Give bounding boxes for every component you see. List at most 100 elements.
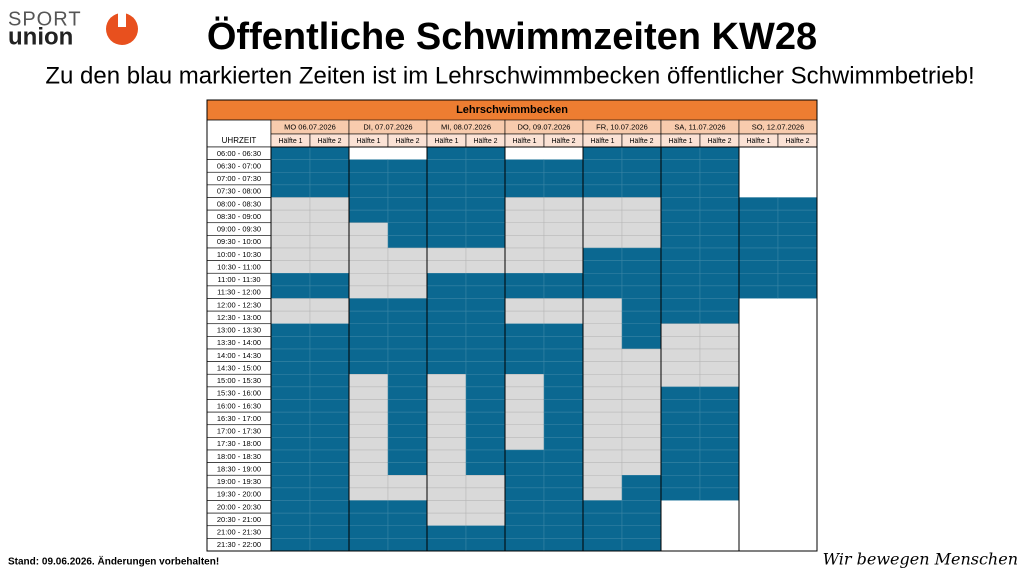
time-label: 13:00 - 13:30 <box>217 326 261 335</box>
slot-cell <box>699 222 740 236</box>
slot-cell <box>465 399 506 413</box>
slot-cell <box>426 184 467 198</box>
slot-cell <box>348 197 389 211</box>
half-header: Hälfte 2 <box>629 138 653 145</box>
slot-cell <box>387 209 428 223</box>
slot-cell <box>348 437 389 451</box>
slot-cell <box>660 424 701 438</box>
slot-cell <box>426 235 467 249</box>
slot-cell <box>309 449 350 463</box>
slot-cell <box>309 525 350 539</box>
slot-cell <box>348 424 389 438</box>
slot-cell <box>543 361 584 375</box>
slot-cell <box>309 437 350 451</box>
slot-cell <box>387 525 428 539</box>
slot-cell <box>309 235 350 249</box>
day-header: FR, 10.07.2026 <box>596 122 648 131</box>
slot-cell <box>777 197 818 211</box>
slot-cell <box>309 475 350 489</box>
time-label: 06:30 - 07:00 <box>217 161 261 170</box>
slot-cell <box>543 235 584 249</box>
slot-cell <box>699 411 740 425</box>
slot-cell <box>387 323 428 337</box>
slot-cell <box>348 222 389 236</box>
slot-cell <box>270 399 311 413</box>
slot-cell <box>582 336 623 350</box>
slot-cell <box>661 538 700 551</box>
slot-cell <box>621 399 662 413</box>
slot-cell <box>621 298 662 312</box>
slot-cell <box>699 437 740 451</box>
slot-cell <box>660 184 701 198</box>
slot-cell <box>270 298 311 312</box>
slot-cell <box>426 348 467 362</box>
slot-cell <box>426 538 467 552</box>
slot-cell <box>387 184 428 198</box>
slot-cell <box>739 412 778 425</box>
slot-cell <box>739 513 778 526</box>
slot-cell <box>270 323 311 337</box>
slot-cell <box>504 449 545 463</box>
slot-cell <box>270 449 311 463</box>
slot-cell <box>582 172 623 186</box>
slot-cell <box>582 273 623 287</box>
slot-cell <box>426 525 467 539</box>
slot-cell <box>543 222 584 236</box>
slot-cell <box>582 424 623 438</box>
slot-cell <box>387 399 428 413</box>
slot-cell <box>660 260 701 274</box>
slot-cell <box>699 487 740 501</box>
slot-cell <box>621 310 662 324</box>
logo-mark <box>106 13 138 45</box>
slot-cell <box>777 260 818 274</box>
slot-cell <box>348 235 389 249</box>
slot-cell <box>699 399 740 413</box>
slot-cell <box>270 525 311 539</box>
slot-cell <box>543 209 584 223</box>
slot-cell <box>465 260 506 274</box>
slot-cell <box>699 310 740 324</box>
time-label: 10:30 - 11:00 <box>217 262 261 271</box>
slot-cell <box>777 222 818 236</box>
slot-cell <box>504 525 545 539</box>
slot-cell <box>387 247 428 261</box>
slot-cell <box>270 273 311 287</box>
slot-cell <box>582 323 623 337</box>
slot-cell <box>348 298 389 312</box>
slot-cell <box>465 146 506 160</box>
slot-cell <box>270 310 311 324</box>
slot-cell <box>660 411 701 425</box>
slot-cell <box>621 487 662 501</box>
slot-cell <box>621 348 662 362</box>
slot-cell <box>543 172 584 186</box>
slot-cell <box>660 273 701 287</box>
slot-cell <box>739 172 778 185</box>
slot-cell <box>739 475 778 488</box>
slot-cell <box>621 538 662 552</box>
time-label: 21:30 - 22:00 <box>217 540 261 549</box>
slot-cell <box>699 146 740 160</box>
slot-cell <box>426 260 467 274</box>
slot-cell <box>349 147 388 160</box>
slot-cell <box>309 184 350 198</box>
slot-cell <box>582 538 623 552</box>
slot-cell <box>270 424 311 438</box>
slot-cell <box>621 374 662 388</box>
slot-cell <box>582 399 623 413</box>
slot-cell <box>543 386 584 400</box>
slot-cell <box>309 361 350 375</box>
slot-cell <box>348 310 389 324</box>
slot-cell <box>426 386 467 400</box>
slot-cell <box>778 399 817 413</box>
slot-cell <box>387 512 428 526</box>
slot-cell <box>465 336 506 350</box>
footer-note: Stand: 09.06.2026. Änderungen vorbehalte… <box>8 555 219 568</box>
slot-cell <box>543 525 584 539</box>
slot-cell <box>699 475 740 489</box>
slot-cell <box>660 487 701 501</box>
slot-cell <box>582 386 623 400</box>
slot-cell <box>309 500 350 514</box>
slot-cell <box>309 323 350 337</box>
slot-cell <box>465 197 506 211</box>
slot-cell <box>778 487 817 501</box>
